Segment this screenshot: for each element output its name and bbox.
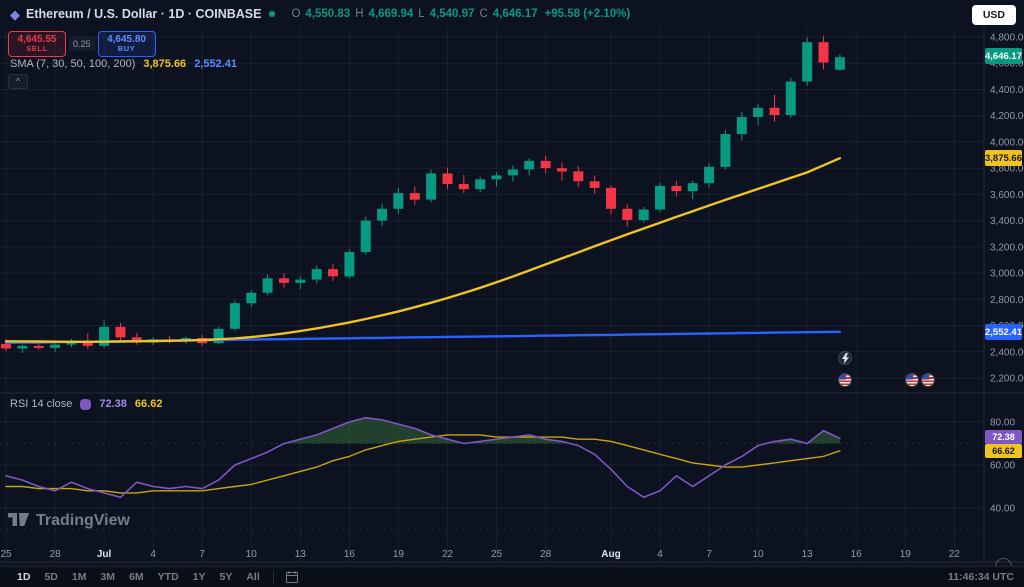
svg-text:40.00: 40.00: [990, 504, 1015, 515]
svg-text:28: 28: [50, 549, 62, 560]
currency-toggle-button[interactable]: USD: [971, 5, 1016, 25]
svg-text:19: 19: [393, 549, 405, 560]
high-label: H: [355, 8, 364, 20]
svg-text:3,800.00: 3,800.00: [990, 164, 1024, 175]
toolbar-divider: [272, 571, 274, 583]
buy-price: 4,645.80: [107, 33, 146, 45]
tradingview-logo-icon: [8, 513, 29, 526]
range-button-1y[interactable]: 1Y: [186, 567, 213, 587]
svg-text:60.00: 60.00: [990, 461, 1015, 472]
last-price-badge: 4,646.17: [985, 48, 1022, 64]
economic-event-us-flag-icon[interactable]: [838, 373, 852, 387]
svg-text:4,600.00: 4,600.00: [990, 59, 1024, 70]
svg-text:16: 16: [851, 549, 863, 560]
svg-text:7: 7: [199, 549, 205, 560]
low-value: 4,540.97: [429, 8, 475, 20]
go-to-date-icon[interactable]: [280, 571, 304, 583]
svg-text:2,800.00: 2,800.00: [990, 295, 1024, 306]
change-value: +95.58 (+2.10%): [544, 8, 631, 20]
lightning-icon[interactable]: [838, 351, 852, 365]
open-label: O: [291, 8, 301, 20]
rsi-ma-value: 66.62: [134, 398, 163, 410]
rsi-indicator-icon: [80, 398, 92, 410]
rsi-legend-label: RSI 14 close: [10, 398, 73, 410]
trade-panel: 4,645.55 SELL 0.25 4,645.80 BUY: [8, 31, 156, 57]
sell-button[interactable]: 4,645.55 SELL: [8, 31, 66, 57]
svg-text:3,600.00: 3,600.00: [990, 190, 1024, 201]
svg-text:25: 25: [0, 549, 12, 560]
svg-text:3,200.00: 3,200.00: [990, 242, 1024, 253]
range-button-5d[interactable]: 5D: [37, 567, 64, 587]
svg-text:2,200.00: 2,200.00: [990, 374, 1024, 385]
buy-label: BUY: [117, 44, 136, 54]
economic-event-us-flag-icon[interactable]: [905, 373, 919, 387]
sma-yellow-value: 3,875.66: [143, 58, 187, 70]
sma-blue-price-badge: 2,552.41: [985, 324, 1022, 340]
svg-text:2,400.00: 2,400.00: [990, 347, 1024, 358]
rsi-ma-value-badge: 66.62: [985, 444, 1022, 458]
ohlc-readout: O 4,550.83 H 4,669.94 L 4,540.97 C 4,646…: [291, 8, 630, 20]
range-button-6m[interactable]: 6M: [122, 567, 151, 587]
svg-text:25: 25: [491, 549, 503, 560]
svg-text:4: 4: [150, 549, 156, 560]
open-value: 4,550.83: [305, 8, 351, 20]
svg-text:3,400.00: 3,400.00: [990, 216, 1024, 227]
svg-text:4,200.00: 4,200.00: [990, 111, 1024, 122]
svg-text:19: 19: [900, 549, 912, 560]
close-value: 4,646.17: [492, 8, 538, 20]
sma-legend-label: SMA (7, 30, 50, 100, 200): [10, 58, 136, 70]
close-label: C: [479, 8, 488, 20]
svg-text:3,000.00: 3,000.00: [990, 269, 1024, 280]
symbol-header: ◆ Ethereum / U.S. Dollar · 1D · COINBASE…: [0, 0, 630, 28]
svg-text:Jul: Jul: [97, 549, 112, 560]
svg-text:10: 10: [753, 549, 765, 560]
svg-text:13: 13: [295, 549, 307, 560]
range-button-1d[interactable]: 1D: [10, 567, 37, 587]
svg-text:80.00: 80.00: [990, 418, 1015, 429]
svg-text:13: 13: [802, 549, 814, 560]
svg-text:28: 28: [540, 549, 552, 560]
symbol-title[interactable]: Ethereum / U.S. Dollar · 1D · COINBASE: [26, 7, 262, 21]
range-button-3m[interactable]: 3M: [93, 567, 122, 587]
sma-legend[interactable]: SMA (7, 30, 50, 100, 200) 3,875.66 2,552…: [10, 58, 237, 70]
spread-value: 0.25: [69, 37, 95, 51]
low-label: L: [418, 8, 425, 20]
sell-price: 4,645.55: [17, 33, 57, 45]
svg-text:Aug: Aug: [601, 549, 620, 560]
watermark-text: TradingView: [36, 512, 130, 529]
svg-text:16: 16: [344, 549, 356, 560]
rsi-legend[interactable]: RSI 14 close 72.38 66.62: [10, 398, 162, 410]
bottom-toolbar: 1D 5D 1M 3M 6M YTD 1Y 5Y All 11:46:34 UT…: [0, 566, 1024, 587]
range-button-all[interactable]: All: [239, 567, 266, 587]
svg-text:4,000.00: 4,000.00: [990, 137, 1024, 148]
sma-yellow-price-badge: 3,875.66: [985, 150, 1022, 166]
rsi-value-badge: 72.38: [985, 430, 1022, 444]
collapse-legend-button[interactable]: ^: [8, 74, 28, 89]
high-value: 4,669.94: [368, 8, 414, 20]
svg-text:4: 4: [657, 549, 663, 560]
svg-text:22: 22: [442, 549, 454, 560]
svg-text:10: 10: [246, 549, 258, 560]
clock-utc[interactable]: 11:46:34 UTC: [948, 571, 1014, 583]
svg-text:4,800.00: 4,800.00: [990, 33, 1024, 44]
rsi-value: 72.38: [99, 398, 127, 410]
sell-label: SELL: [26, 44, 48, 54]
range-button-ytd[interactable]: YTD: [151, 567, 186, 587]
sma-blue-value: 2,552.41: [194, 58, 238, 70]
buy-button[interactable]: 4,645.80 BUY: [97, 31, 156, 57]
range-button-1m[interactable]: 1M: [65, 567, 94, 587]
economic-event-us-flag-icon[interactable]: [921, 373, 935, 387]
market-status-dot: [269, 11, 276, 17]
svg-text:7: 7: [706, 549, 712, 560]
range-button-5y[interactable]: 5Y: [213, 567, 240, 587]
svg-text:4,400.00: 4,400.00: [990, 85, 1024, 96]
tradingview-watermark: TradingView: [8, 512, 130, 530]
ethereum-icon: ◆: [10, 6, 20, 22]
svg-text:22: 22: [949, 549, 961, 560]
